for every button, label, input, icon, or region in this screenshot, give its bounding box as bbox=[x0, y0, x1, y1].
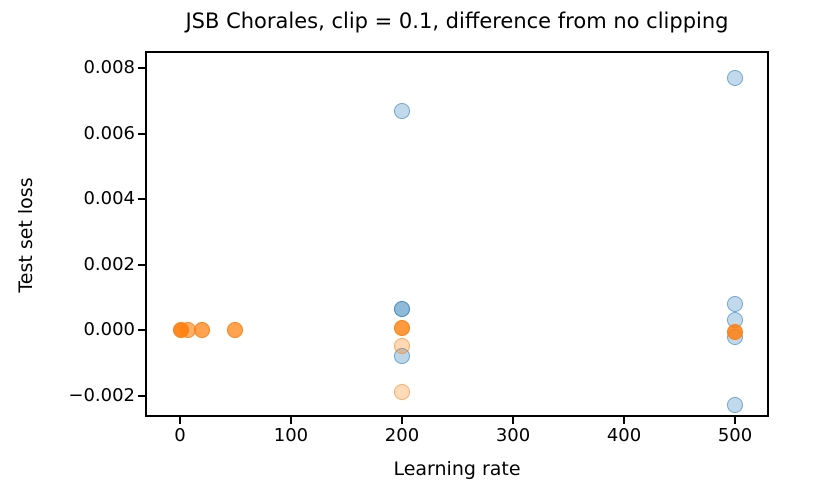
y-tick-label: 0.004 bbox=[83, 188, 135, 209]
x-tick-label: 0 bbox=[174, 425, 186, 446]
x-tick-label: 100 bbox=[273, 425, 309, 446]
plot-area bbox=[145, 51, 769, 417]
y-tick-mark bbox=[138, 394, 145, 397]
y-tick-label: 0.006 bbox=[83, 122, 135, 144]
x-tick-label: 500 bbox=[717, 425, 753, 446]
data-point-blue-runs bbox=[727, 397, 744, 414]
x-tick-label: 200 bbox=[384, 425, 420, 446]
y-axis-label: Test set loss bbox=[15, 177, 37, 293]
data-point-orange-runs bbox=[393, 320, 410, 337]
data-point-blue-runs bbox=[393, 102, 410, 119]
data-point-blue-runs bbox=[727, 295, 744, 312]
chart-title: JSB Chorales, clip = 0.1, difference fro… bbox=[185, 9, 729, 33]
x-tick-label: 400 bbox=[606, 425, 642, 446]
x-tick-label: 300 bbox=[495, 425, 531, 446]
data-point-blue-runs bbox=[393, 300, 410, 317]
y-tick-mark bbox=[138, 263, 145, 266]
y-tick-label: 0.002 bbox=[83, 253, 135, 275]
y-tick-mark bbox=[138, 132, 145, 135]
x-tick-mark bbox=[623, 417, 626, 424]
x-tick-mark bbox=[512, 417, 514, 424]
x-tick-mark bbox=[178, 417, 181, 424]
y-tick-label: −0.002 bbox=[68, 384, 135, 406]
data-point-blue-runs bbox=[727, 69, 744, 86]
data-point-orange-runs bbox=[194, 322, 211, 338]
data-point-orange-runs bbox=[227, 322, 244, 338]
x-tick-mark bbox=[734, 417, 737, 424]
data-point-orange-runs bbox=[393, 338, 410, 355]
data-point-orange-runs bbox=[727, 323, 744, 340]
y-tick-mark bbox=[138, 198, 145, 200]
y-tick-label: 0.008 bbox=[83, 56, 135, 78]
x-tick-mark bbox=[289, 417, 292, 424]
x-axis-label: Learning rate bbox=[393, 458, 521, 480]
y-tick-mark bbox=[138, 66, 145, 69]
y-tick-label: 0.000 bbox=[83, 319, 135, 340]
x-tick-mark bbox=[400, 417, 403, 424]
data-point-orange-runs bbox=[393, 384, 410, 401]
y-tick-mark bbox=[138, 329, 145, 331]
